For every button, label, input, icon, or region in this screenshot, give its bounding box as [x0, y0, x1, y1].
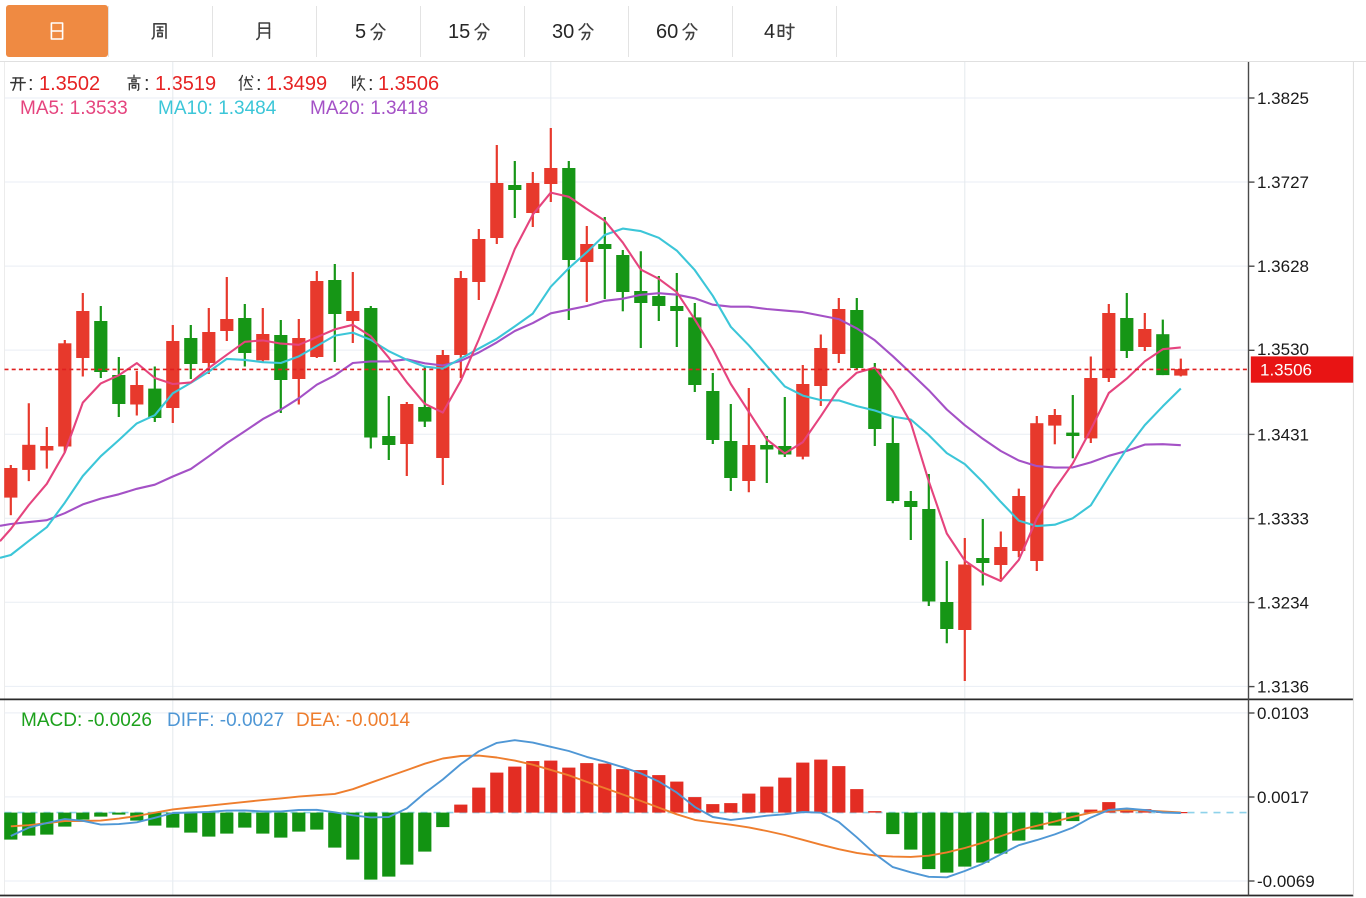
svg-text:5: 5 [355, 21, 366, 43]
svg-text:MA5: 1.3533: MA5: 1.3533 [20, 98, 128, 119]
svg-text:4: 4 [764, 21, 775, 43]
svg-text:-0.0069: -0.0069 [1257, 872, 1315, 891]
svg-text::: : [368, 73, 374, 95]
svg-text:15: 15 [448, 21, 470, 43]
svg-text:1.3499: 1.3499 [266, 73, 327, 95]
svg-text:30: 30 [552, 21, 574, 43]
svg-text:0.0017: 0.0017 [1257, 788, 1309, 807]
svg-text::: : [144, 73, 150, 95]
svg-text:MA20: 1.3418: MA20: 1.3418 [310, 98, 428, 119]
svg-text:1.3502: 1.3502 [39, 73, 100, 95]
svg-text:1.3628: 1.3628 [1257, 257, 1309, 276]
svg-text:1.3506: 1.3506 [1260, 361, 1312, 380]
svg-text:1.3333: 1.3333 [1257, 510, 1309, 529]
svg-text:1.3825: 1.3825 [1257, 89, 1309, 108]
svg-text:1.3727: 1.3727 [1257, 173, 1309, 192]
svg-text::: : [256, 73, 262, 95]
svg-text:MA10: 1.3484: MA10: 1.3484 [158, 98, 277, 119]
svg-text::: : [28, 73, 34, 95]
svg-text:1.3234: 1.3234 [1257, 594, 1309, 613]
svg-text:1.3136: 1.3136 [1257, 678, 1309, 697]
svg-text:1.3431: 1.3431 [1257, 425, 1309, 444]
svg-text:DIFF: -0.0027: DIFF: -0.0027 [167, 710, 284, 731]
svg-text:DEA: -0.0014: DEA: -0.0014 [296, 710, 410, 731]
svg-text:MACD: -0.0026: MACD: -0.0026 [21, 710, 152, 731]
svg-text:1.3519: 1.3519 [155, 73, 216, 95]
svg-text:1.3506: 1.3506 [378, 73, 439, 95]
svg-text:1.3530: 1.3530 [1257, 340, 1309, 359]
svg-text:0.0103: 0.0103 [1257, 704, 1309, 723]
svg-text:60: 60 [656, 21, 678, 43]
